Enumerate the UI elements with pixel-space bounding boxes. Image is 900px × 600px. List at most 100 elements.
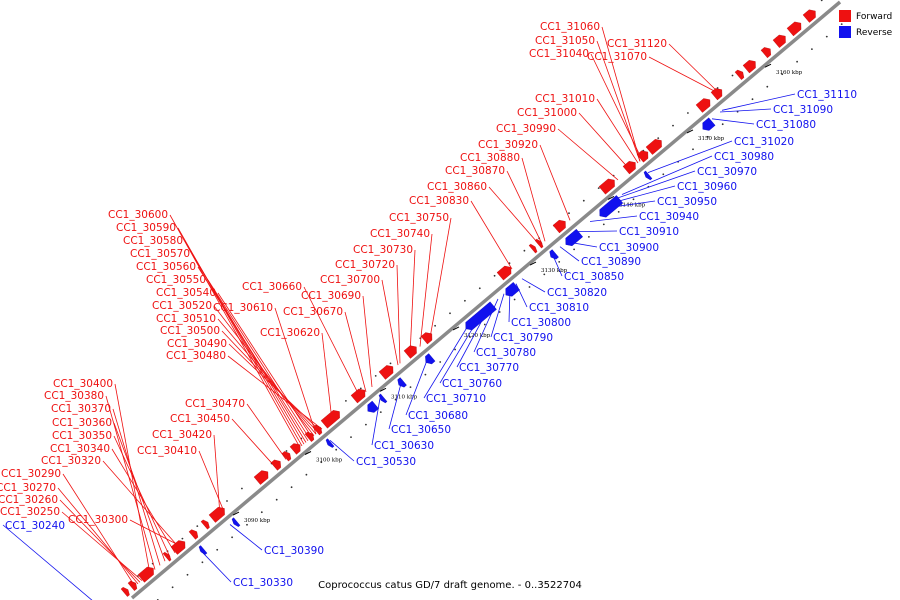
forward-gene-label: CC1_30410 bbox=[137, 445, 197, 457]
forward-gene bbox=[552, 219, 566, 234]
spacer-dot bbox=[275, 498, 278, 501]
gene-blocks bbox=[120, 9, 816, 597]
reverse-gene-shape bbox=[397, 377, 407, 388]
forward-gene-shape bbox=[695, 98, 711, 113]
forward-gene bbox=[403, 345, 417, 359]
genome-caption: Coprococcus catus GD/7 draft genome. - 0… bbox=[318, 580, 582, 591]
forward-gene-label: CC1_30360 bbox=[52, 417, 112, 429]
axis-tick-label: 3120 kbp bbox=[464, 333, 491, 339]
forward-leader-line bbox=[113, 422, 166, 562]
forward-gene-shape bbox=[645, 139, 662, 155]
forward-gene bbox=[802, 9, 816, 23]
spacer-dot bbox=[716, 87, 719, 89]
forward-gene-label: CC1_30420 bbox=[152, 429, 212, 441]
forward-gene-label: CC1_30580 bbox=[123, 235, 183, 247]
axis-tick bbox=[379, 387, 387, 392]
forward-gene-label: CC1_30750 bbox=[389, 212, 449, 224]
spacer-dot bbox=[523, 249, 526, 252]
forward-leader-line bbox=[668, 43, 721, 95]
spacer-dot bbox=[365, 423, 367, 426]
spacer-dot bbox=[672, 124, 674, 127]
reverse-gene-label: CC1_30800 bbox=[511, 317, 571, 329]
reverse-gene bbox=[643, 170, 653, 181]
reverse-leader-line bbox=[405, 357, 429, 416]
reverse-gene-label: CC1_30820 bbox=[547, 287, 607, 299]
forward-gene-label: CC1_30590 bbox=[116, 222, 176, 234]
forward-gene-label: CC1_30660 bbox=[242, 281, 302, 293]
reverse-leader-line bbox=[577, 230, 618, 232]
forward-leader-line bbox=[61, 511, 143, 581]
forward-leader-line bbox=[113, 435, 171, 558]
forward-leader-line bbox=[590, 53, 643, 160]
forward-gene-label: CC1_30600 bbox=[108, 209, 168, 221]
forward-leader-line bbox=[62, 473, 136, 587]
forward-gene-label: CC1_30510 bbox=[156, 313, 216, 325]
spacer-dot bbox=[439, 361, 442, 363]
forward-gene bbox=[188, 529, 199, 540]
spacer-dot bbox=[692, 148, 694, 151]
forward-gene bbox=[304, 431, 315, 442]
forward-gene-shape bbox=[170, 540, 186, 555]
axis-tick-label: 3110 kbp bbox=[391, 394, 418, 400]
forward-leader-line bbox=[409, 249, 416, 356]
reverse-leader-line bbox=[490, 293, 505, 338]
forward-gene-label: CC1_30570 bbox=[130, 248, 190, 260]
spacer-dot bbox=[464, 299, 466, 302]
spacer-dot bbox=[290, 486, 293, 489]
forward-gene bbox=[320, 410, 340, 429]
spacer-dot bbox=[181, 537, 184, 540]
forward-gene bbox=[253, 470, 269, 485]
forward-gene-shape bbox=[734, 69, 745, 80]
reverse-gene-label: CC1_30810 bbox=[529, 302, 589, 314]
forward-gene-label: CC1_30720 bbox=[335, 259, 395, 271]
forward-gene-shape bbox=[622, 161, 636, 175]
forward-leader-line bbox=[303, 286, 361, 398]
reverse-gene bbox=[367, 400, 379, 413]
forward-leader-line bbox=[246, 403, 287, 460]
forward-gene-label: CC1_30920 bbox=[478, 139, 538, 151]
spacer-dot bbox=[226, 500, 228, 502]
spacer-dot bbox=[335, 448, 338, 451]
reverse-gene bbox=[465, 301, 497, 331]
reverse-gene-label: CC1_30240 bbox=[5, 520, 65, 532]
forward-gene bbox=[281, 451, 292, 462]
spacer-dot bbox=[350, 436, 352, 438]
forward-leader-line bbox=[231, 418, 277, 469]
reverse-gene-label: CC1_30960 bbox=[677, 181, 737, 193]
reverse-gene bbox=[549, 249, 559, 260]
axis-tick bbox=[686, 129, 694, 134]
spacer-dot bbox=[201, 561, 204, 564]
forward-leader-line bbox=[648, 56, 721, 95]
forward-leader-line bbox=[221, 330, 319, 433]
reverse-gene-shape bbox=[465, 301, 497, 331]
spacer-dot bbox=[731, 74, 734, 77]
forward-gene-label: CC1_30880 bbox=[460, 152, 520, 164]
spacer-dot bbox=[588, 236, 590, 238]
axis-ticks: 3090 kbp 3100 kbp 3110 kbp 3120 kbp 3130 kbp… bbox=[232, 63, 803, 524]
reverse-gene-label: CC1_31110 bbox=[797, 89, 857, 101]
forward-gene-shape bbox=[636, 150, 649, 163]
forward-leader-line bbox=[419, 233, 433, 347]
reverse-leader-line bbox=[559, 246, 580, 262]
spacer-dot bbox=[241, 487, 243, 490]
forward-gene-shape bbox=[208, 507, 225, 523]
spacer-dot bbox=[434, 324, 436, 327]
forward-gene-label: CC1_30500 bbox=[160, 325, 220, 337]
forward-gene-label: CC1_30450 bbox=[170, 413, 230, 425]
spacer-dot bbox=[528, 286, 531, 288]
axis-tick bbox=[607, 195, 615, 200]
forward-gene-label: CC1_30370 bbox=[51, 403, 111, 415]
forward-gene-label: CC1_30740 bbox=[370, 228, 430, 240]
spacer-dot bbox=[657, 137, 660, 140]
reverse-leader-line bbox=[711, 118, 755, 125]
forward-gene-shape bbox=[802, 9, 816, 23]
forward-gene-label: CC1_31120 bbox=[607, 38, 667, 50]
reverse-gene-shape bbox=[505, 282, 520, 297]
spacer-dot bbox=[216, 548, 219, 551]
spacer-dot bbox=[186, 573, 189, 576]
reverse-gene bbox=[702, 117, 716, 131]
forward-gene bbox=[528, 243, 538, 254]
forward-gene bbox=[710, 88, 723, 101]
